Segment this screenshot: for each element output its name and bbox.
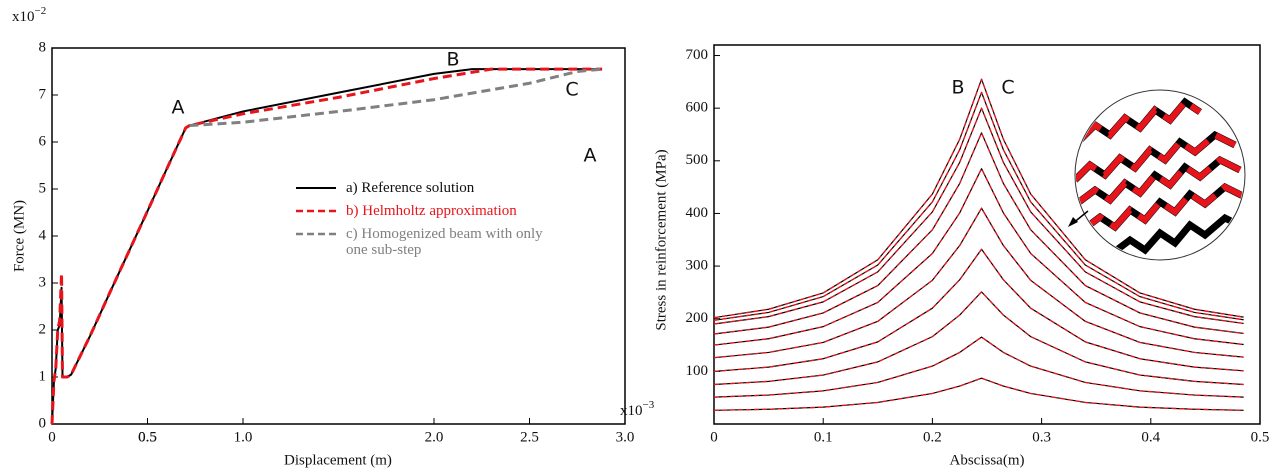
legend-entry: b) Helmholtz approximation: [292, 203, 562, 219]
annotation: B: [446, 49, 459, 71]
series-line: [713, 248, 1244, 373]
x-tick-label: 2.0: [425, 429, 444, 445]
annotation: A: [584, 145, 597, 167]
inset-red-lines: [1076, 98, 1244, 235]
series-line: [713, 207, 1244, 359]
series-line: [713, 291, 1244, 386]
y-tick-label: 500: [686, 152, 709, 168]
series-line: [713, 91, 1244, 321]
y-tick-label: 7: [39, 86, 47, 102]
x-tick-label: 0.4: [1141, 429, 1160, 445]
legend-swatch: [296, 187, 336, 189]
legend-swatch: [296, 209, 336, 213]
y-axis-title: Force (MN): [11, 200, 27, 272]
y-scale-exponent: −2: [35, 5, 47, 17]
y-tick-label: 6: [39, 133, 47, 149]
y-tick-label: 100: [686, 363, 709, 379]
x-tick-label: 0.1: [814, 429, 833, 445]
series-line: [713, 107, 1244, 325]
annotation: C: [1001, 77, 1014, 99]
y-tick-label: 1: [39, 368, 47, 384]
legend-label: c) Homogenized beam with only one sub-st…: [346, 226, 543, 258]
x-tick-label: 0: [710, 429, 718, 445]
series-line: [713, 377, 1244, 411]
plot-frame: [713, 44, 1261, 425]
y-axis-title: Stress in reinforcement (MPa): [653, 149, 669, 330]
legend-swatch: [296, 232, 336, 236]
legend-label: b) Helmholtz approximation: [346, 203, 517, 219]
chart: 0 0.1 0.2 0.3 0.4 0.5 100 200 300 400 500 600 700 Abs…: [584, 44, 1270, 468]
annotation: B: [951, 77, 964, 99]
y-tick-label: 5: [39, 180, 47, 196]
annotation: A: [172, 97, 185, 119]
series-line: [713, 168, 1244, 346]
y-scale-base: x10: [12, 9, 35, 25]
legend-entry: a) Reference solution: [292, 180, 562, 196]
y-tick-label: 4: [39, 227, 47, 243]
inset-arrowhead: [1068, 217, 1078, 227]
x-tick-label: 0.5: [138, 429, 157, 445]
y-scale-multiplier: x10−2: [12, 5, 46, 26]
x-axis-title: Abscissa(m): [950, 452, 1025, 468]
series-line: [713, 336, 1244, 398]
x-tick-label: 0.5: [138, 429, 157, 445]
x-tick-label: 0.2: [923, 429, 942, 445]
x-tick-label: 0.3: [1032, 429, 1051, 445]
series-line: [713, 336, 1244, 398]
annotation: C: [565, 79, 578, 101]
y-tick-label: 700: [686, 47, 709, 63]
y-tick-label: 3: [39, 274, 47, 290]
x-scale-multiplier: x10−3: [620, 399, 655, 420]
x-tick-label: 0.5: [1251, 429, 1270, 445]
x-scale-exponent: −3: [643, 399, 655, 411]
y-tick-label: 600: [686, 100, 709, 116]
series-line: [50, 67, 603, 425]
zoom-inset: [1068, 89, 1246, 261]
series-line: [189, 67, 603, 128]
legend-label: a) Reference solution: [346, 180, 475, 196]
x-tick-label: 2.5: [520, 429, 539, 445]
series-line: [713, 132, 1244, 335]
y-tick-label: 8: [39, 39, 47, 55]
y-tick-label: 400: [686, 205, 709, 221]
x-scale-base: x10: [620, 403, 643, 419]
x-tick-label: 1.0: [234, 429, 253, 445]
y-tick-label: 200: [686, 310, 709, 326]
legend: a) Reference solution b) Helmholtz approx…: [292, 180, 562, 265]
x-tick-label: 0: [48, 429, 56, 445]
x-axis-title: Displacement (m): [284, 452, 392, 468]
legend-entry: c) Homogenized beam with only one sub-st…: [292, 226, 562, 258]
x-tick-label: 3.0: [616, 429, 635, 445]
y-tick-label: 300: [686, 258, 709, 274]
series-line: [713, 78, 1244, 319]
y-tick-label: 0: [39, 415, 47, 431]
y-tick-label: 2: [39, 321, 47, 337]
chart: 0 0.5 1.00.5 2.0 2.5 3.0012345678Displacement…: [11, 5, 654, 469]
series-line: [713, 377, 1244, 411]
